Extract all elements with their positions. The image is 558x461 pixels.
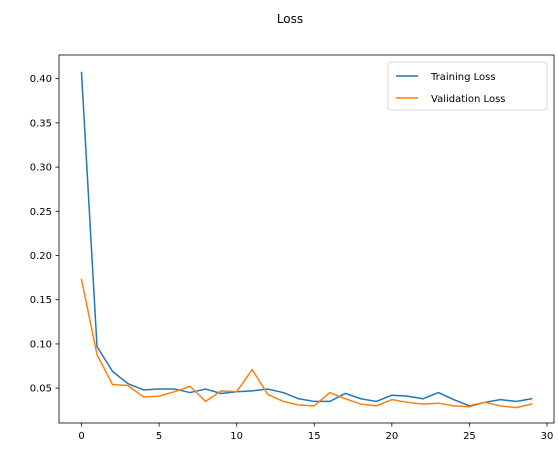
y-tick-label: 0.10 [30,339,52,350]
x-tick-label: 5 [156,431,162,442]
x-tick-label: 30 [541,431,554,442]
y-axis: 0.05 0.10 0.15 0.20 0.25 0.30 0.35 0.40 [30,74,59,395]
legend: Training Loss Validation Loss [387,61,548,111]
y-tick-label: 0.35 [30,118,52,129]
legend-label-1: Validation Loss [431,94,506,105]
x-tick-label: 25 [463,431,476,442]
y-tick-label: 0.30 [30,163,52,174]
legend-box [387,61,548,111]
series-line-1 [80,278,533,409]
chart-title: Loss [277,12,303,26]
y-tick-label: 0.05 [30,384,52,395]
plot-frame [58,54,555,424]
series-line-0 [80,71,533,407]
y-tick-label: 0.15 [30,295,52,306]
legend-label-0: Training Loss [430,72,496,83]
y-tick-label: 0.25 [30,207,52,218]
y-tick-label: 0.20 [30,251,52,262]
x-axis: 0 5 10 15 20 25 30 [78,423,553,442]
x-tick-label: 10 [230,431,243,442]
x-tick-label: 0 [78,431,84,442]
x-tick-label: 20 [385,431,398,442]
y-tick-label: 0.40 [30,74,52,85]
plot-lines [80,71,533,409]
x-tick-label: 15 [308,431,321,442]
